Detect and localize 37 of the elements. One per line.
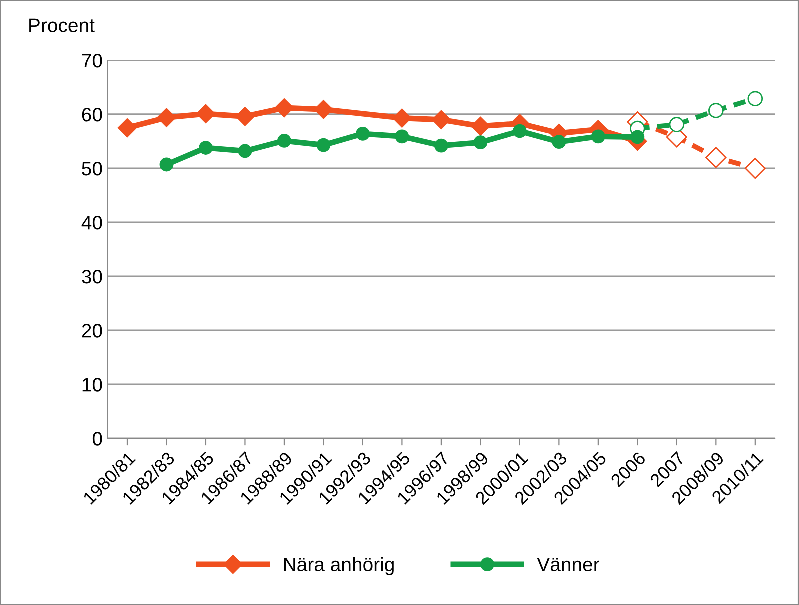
point	[118, 118, 138, 138]
point	[395, 130, 410, 144]
y-tick-label: 20	[82, 324, 102, 338]
point	[278, 134, 292, 148]
point	[316, 138, 331, 152]
y-tick-label: 10	[82, 378, 102, 392]
point	[356, 127, 370, 141]
y-tick-label: 40	[82, 216, 102, 230]
point	[314, 100, 334, 120]
point	[708, 103, 724, 118]
y-tick-label: 30	[82, 270, 102, 284]
y-tick-label: 50	[82, 162, 102, 176]
legend-label: Nära anhörig	[284, 557, 394, 576]
y-tick-label: 0	[92, 432, 102, 446]
y-axis-title: Procent	[30, 18, 95, 32]
point	[669, 117, 685, 132]
point	[434, 138, 448, 153]
y-tick-label: 60	[82, 108, 102, 122]
point	[392, 108, 412, 128]
point	[236, 107, 255, 126]
point	[157, 108, 176, 128]
y-tick-label: 70	[82, 54, 102, 68]
point	[552, 135, 566, 150]
point	[744, 158, 766, 180]
point	[199, 141, 213, 155]
point	[196, 104, 216, 124]
point	[474, 136, 488, 150]
point	[512, 124, 527, 138]
point	[471, 116, 490, 136]
point	[630, 130, 645, 144]
point	[748, 91, 764, 106]
point	[706, 147, 727, 168]
point	[160, 158, 174, 172]
point	[591, 130, 606, 144]
legend-label: Vänner	[537, 558, 600, 572]
point	[274, 98, 294, 118]
point	[238, 144, 252, 158]
